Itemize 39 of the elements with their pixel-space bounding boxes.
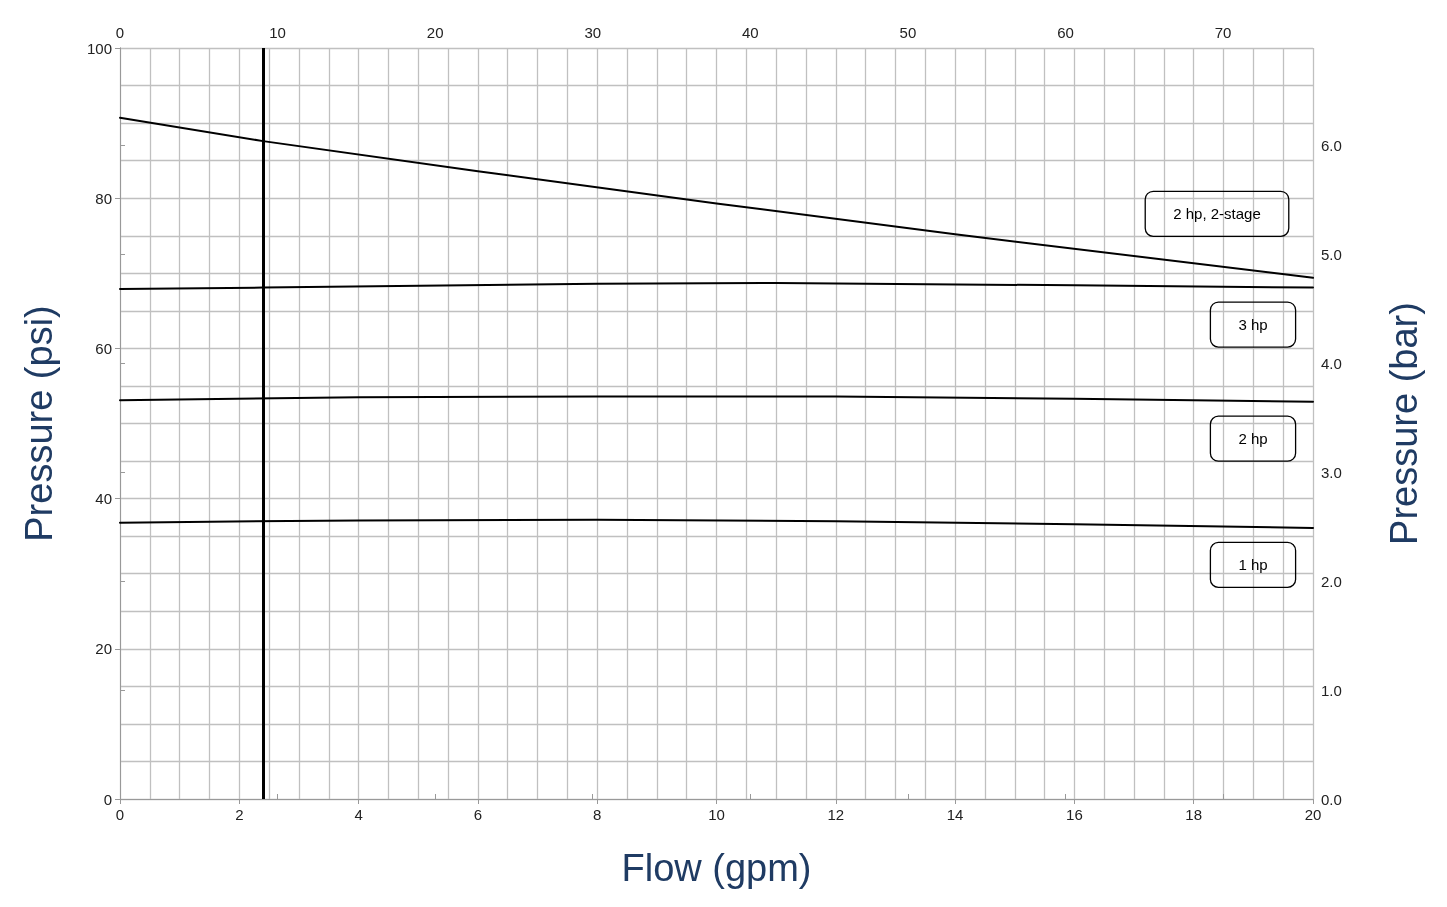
- series-label: 2 hp: [1238, 430, 1268, 448]
- x-tick-label: 14: [946, 806, 964, 823]
- x-axis-title: Flow (gpm): [621, 847, 812, 889]
- y-tick-label: 20: [95, 640, 112, 658]
- x-tick-label: 6: [473, 806, 483, 823]
- x-tick-label: 12: [827, 806, 845, 823]
- x-tick-label: 18: [1185, 806, 1203, 823]
- y-tick-label: 100: [86, 39, 112, 57]
- x2-tick-label: 50: [899, 24, 917, 41]
- y2-tick-label: 2.0: [1321, 572, 1342, 590]
- y-tick-label: 80: [95, 189, 112, 207]
- x2-tick-label: 60: [1057, 24, 1074, 41]
- y2-tick-label: 1.0: [1321, 681, 1342, 699]
- y2-tick-label: 5.0: [1321, 245, 1342, 263]
- x-tick-label: 8: [593, 806, 602, 823]
- x-tick-label: 20: [1304, 806, 1322, 823]
- x2-tick-label: 40: [741, 24, 759, 41]
- x2-tick-label: 70: [1214, 24, 1232, 41]
- y-tick-label: 0: [103, 790, 112, 808]
- x-tick-label: 16: [1066, 806, 1083, 823]
- x2-tick-label: 10: [269, 24, 286, 41]
- y2-tick-label: 3.0: [1321, 463, 1342, 481]
- text: 2 hp, 2-stage: [1173, 205, 1261, 223]
- y-tick-label: 40: [95, 490, 112, 508]
- series-label: 1 hp: [1238, 556, 1268, 574]
- x2-tick-label: 0: [115, 24, 125, 41]
- y2-tick-label: 6.0: [1321, 136, 1342, 154]
- series-label: 3 hp: [1238, 316, 1268, 334]
- x-tick-label: 0: [115, 806, 125, 823]
- x-tick-label: 4: [354, 806, 363, 823]
- x2-tick-label: 20: [426, 24, 444, 41]
- y-tick-label: 60: [95, 339, 112, 357]
- y-axis-title: Pressure (psi): [18, 305, 60, 542]
- x-tick-label: 2: [235, 806, 244, 823]
- x-tick-label: 10: [708, 806, 725, 823]
- x2-tick-label: 30: [584, 24, 602, 41]
- y2-axis-title: Pressure (bar): [1383, 302, 1425, 545]
- y2-tick-label: 4.0: [1321, 354, 1342, 372]
- y2-tick-label: 0.0: [1321, 790, 1342, 808]
